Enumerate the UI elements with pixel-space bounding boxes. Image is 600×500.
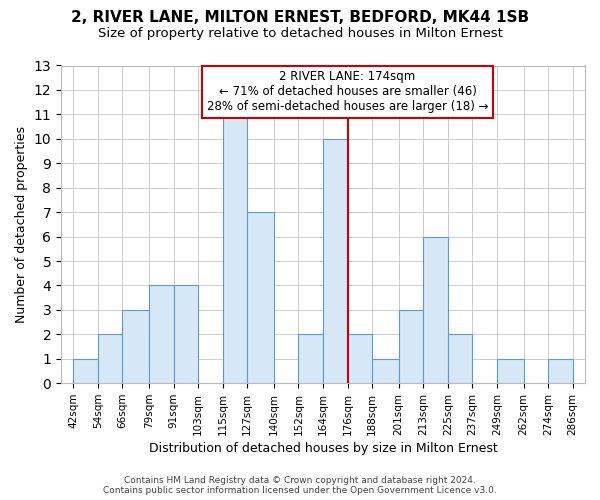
Bar [98, 334, 122, 383]
Bar [122, 310, 149, 383]
Bar [173, 286, 198, 383]
Bar [497, 359, 524, 383]
Bar [73, 359, 98, 383]
Bar [548, 359, 573, 383]
Text: 2 RIVER LANE: 174sqm
← 71% of detached houses are smaller (46)
28% of semi-detac: 2 RIVER LANE: 174sqm ← 71% of detached h… [207, 70, 488, 114]
Text: Contains HM Land Registry data © Crown copyright and database right 2024.
Contai: Contains HM Land Registry data © Crown c… [103, 476, 497, 495]
Text: Size of property relative to detached houses in Milton Ernest: Size of property relative to detached ho… [98, 28, 502, 40]
Bar [372, 359, 399, 383]
Bar [399, 310, 424, 383]
Y-axis label: Number of detached properties: Number of detached properties [15, 126, 28, 323]
Bar [323, 139, 347, 383]
Bar [149, 286, 173, 383]
Bar [298, 334, 323, 383]
Bar [448, 334, 472, 383]
Bar [424, 236, 448, 383]
Bar [247, 212, 274, 383]
Bar [347, 334, 372, 383]
X-axis label: Distribution of detached houses by size in Milton Ernest: Distribution of detached houses by size … [149, 442, 497, 455]
Text: 2, RIVER LANE, MILTON ERNEST, BEDFORD, MK44 1SB: 2, RIVER LANE, MILTON ERNEST, BEDFORD, M… [71, 10, 529, 25]
Bar [223, 114, 247, 383]
